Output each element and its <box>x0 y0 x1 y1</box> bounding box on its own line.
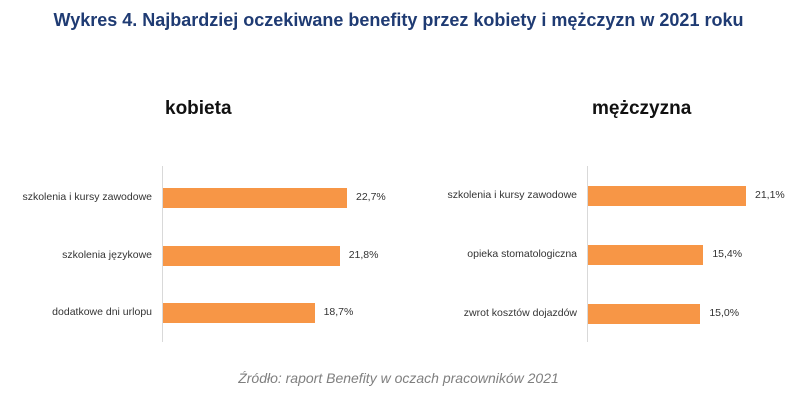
value-label-women-0: 22,7% <box>356 191 386 203</box>
chart-title: Wykres 4. Najbardziej oczekiwane benefit… <box>53 10 744 30</box>
category-label-men-1: opieka stomatologiczna <box>467 248 577 260</box>
value-label-men-2: 15,0% <box>709 307 740 319</box>
value-label-women-2: 18,7% <box>323 306 354 318</box>
value-label-men-0: 21,1% <box>755 189 785 201</box>
bar-men-0 <box>588 186 746 206</box>
bar-men-2 <box>588 304 701 324</box>
bar-women-2 <box>163 303 315 323</box>
bar-women-1 <box>163 246 340 266</box>
bar-women-0 <box>163 188 347 208</box>
value-label-men-1: 15,4% <box>712 248 743 260</box>
category-label-women-1: szkolenia językowe <box>62 249 152 261</box>
panel-title-men: mężczyzna <box>592 98 692 119</box>
value-label-women-1: 21,8% <box>348 249 379 261</box>
source-note: Źródło: raport Benefity w oczach pracown… <box>238 370 559 386</box>
category-label-women-0: szkolenia i kursy zawodowe <box>22 191 152 203</box>
category-label-women-2: dodatkowe dni urlopu <box>52 306 152 318</box>
y-axis-line-men <box>587 166 588 342</box>
y-axis-line-women <box>162 166 163 342</box>
bar-men-1 <box>588 245 704 265</box>
panel-title-women: kobieta <box>165 98 232 119</box>
category-label-men-2: zwrot kosztów dojazdów <box>463 307 577 319</box>
category-label-men-0: szkolenia i kursy zawodowe <box>447 189 577 201</box>
